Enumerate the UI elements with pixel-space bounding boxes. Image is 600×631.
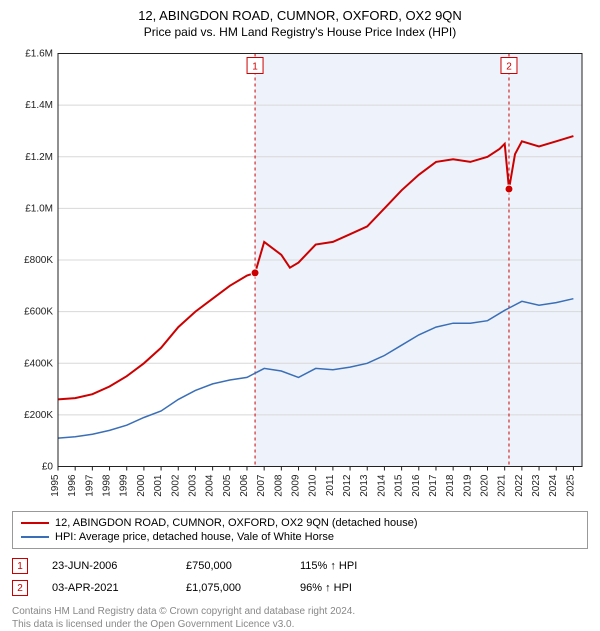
x-tick-label: 2014 xyxy=(376,474,387,497)
y-tick-label: £200K xyxy=(24,410,53,421)
x-tick-label: 1999 xyxy=(119,474,130,497)
page-subtitle: Price paid vs. HM Land Registry's House … xyxy=(12,25,588,39)
legend-swatch xyxy=(21,522,49,524)
x-tick-label: 2012 xyxy=(342,474,353,497)
x-tick-label: 2023 xyxy=(531,474,542,497)
y-tick-label: £1.2M xyxy=(25,152,53,163)
sale-row: 1 23-JUN-2006 £750,000 115% ↑ HPI xyxy=(12,555,588,577)
x-tick-label: 2011 xyxy=(325,474,336,496)
x-tick-label: 2004 xyxy=(205,474,216,497)
x-tick-label: 2001 xyxy=(153,474,164,497)
x-tick-label: 2018 xyxy=(445,474,456,497)
sale-row: 2 03-APR-2021 £1,075,000 96% ↑ HPI xyxy=(12,577,588,599)
legend: 12, ABINGDON ROAD, CUMNOR, OXFORD, OX2 9… xyxy=(12,511,588,549)
y-tick-label: £0 xyxy=(42,462,54,473)
x-tick-label: 1995 xyxy=(50,474,61,497)
sale-marker-dot xyxy=(251,269,259,277)
y-tick-label: £1.4M xyxy=(25,100,53,111)
sales-table: 1 23-JUN-2006 £750,000 115% ↑ HPI 2 03-APR-20… xyxy=(12,555,588,599)
x-tick-label: 1998 xyxy=(102,474,113,497)
sale-price: £750,000 xyxy=(186,560,276,572)
x-tick-label: 2006 xyxy=(239,474,250,497)
x-tick-label: 2015 xyxy=(394,474,405,497)
x-tick-label: 2010 xyxy=(308,474,319,497)
page-title: 12, ABINGDON ROAD, CUMNOR, OXFORD, OX2 9… xyxy=(12,8,588,23)
y-tick-label: £400K xyxy=(24,358,53,369)
x-tick-label: 2017 xyxy=(428,474,439,497)
x-tick-label: 2024 xyxy=(548,474,559,497)
sale-marker-icon: 1 xyxy=(12,558,28,574)
y-tick-label: £1.6M xyxy=(25,49,53,60)
sale-pct: 115% ↑ HPI xyxy=(300,560,400,572)
x-tick-label: 2005 xyxy=(222,474,233,497)
sale-marker-dot xyxy=(505,185,513,193)
x-tick-label: 2008 xyxy=(273,474,284,497)
price-chart: £0 £200K £400K £600K £800K £1.0M £1.2M £1.4M £1.… xyxy=(12,45,588,505)
legend-swatch xyxy=(21,536,49,538)
sale-marker-label: 2 xyxy=(506,62,512,73)
x-tick-label: 2009 xyxy=(291,474,302,497)
x-tick-label: 2016 xyxy=(411,474,422,497)
legend-label: HPI: Average price, detached house, Vale… xyxy=(55,531,334,543)
legend-item: HPI: Average price, detached house, Vale… xyxy=(21,530,579,544)
legend-item: 12, ABINGDON ROAD, CUMNOR, OXFORD, OX2 9… xyxy=(21,516,579,530)
x-tick-label: 2013 xyxy=(359,474,370,497)
x-tick-label: 2022 xyxy=(514,474,525,497)
sale-marker-label: 1 xyxy=(252,62,258,73)
x-tick-label: 2003 xyxy=(187,474,198,497)
legend-label: 12, ABINGDON ROAD, CUMNOR, OXFORD, OX2 9… xyxy=(55,517,418,529)
y-tick-label: £1.0M xyxy=(25,203,53,214)
footer-line-1: Contains HM Land Registry data © Crown c… xyxy=(12,605,588,618)
footer-line-2: This data is licensed under the Open Gov… xyxy=(12,618,588,631)
footer: Contains HM Land Registry data © Crown c… xyxy=(12,605,588,631)
x-tick-label: 2021 xyxy=(497,474,508,497)
sale-date: 03-APR-2021 xyxy=(52,582,162,594)
sale-marker-icon: 2 xyxy=(12,580,28,596)
x-tick-label: 2007 xyxy=(256,474,267,497)
x-tick-label: 2019 xyxy=(462,474,473,497)
y-tick-label: £600K xyxy=(24,307,53,318)
x-tick-label: 1996 xyxy=(67,474,78,497)
y-tick-label: £800K xyxy=(24,255,53,266)
sale-price: £1,075,000 xyxy=(186,582,276,594)
sale-pct: 96% ↑ HPI xyxy=(300,582,400,594)
sale-date: 23-JUN-2006 xyxy=(52,560,162,572)
x-tick-label: 2002 xyxy=(170,474,181,497)
x-tick-label: 1997 xyxy=(84,474,95,497)
x-tick-label: 2025 xyxy=(565,474,576,497)
x-tick-label: 2000 xyxy=(136,474,147,497)
x-tick-label: 2020 xyxy=(480,474,491,497)
